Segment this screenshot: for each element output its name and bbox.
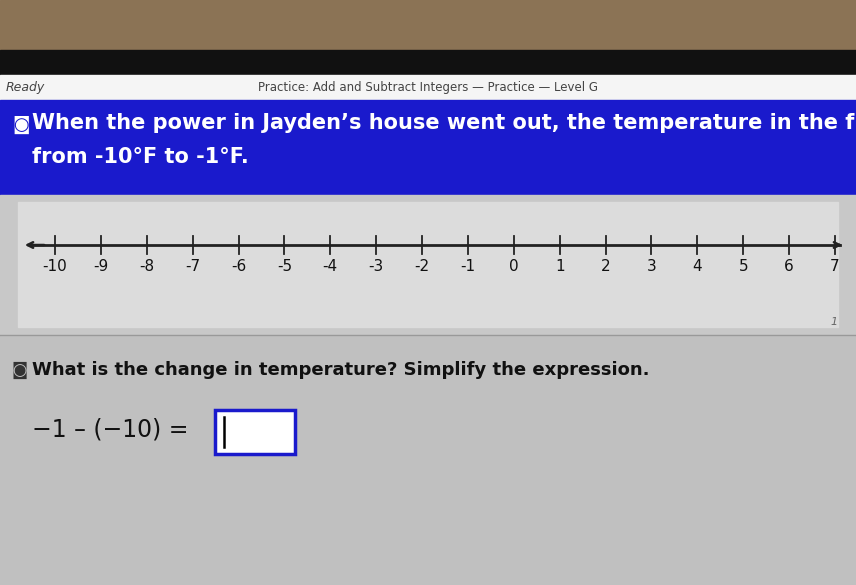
Text: What is the change in temperature? Simplify the expression.: What is the change in temperature? Simpl… [32,361,650,379]
Bar [0,50,856,75]
Text: 4: 4 [693,259,702,274]
Text: -9: -9 [93,259,109,274]
Text: 3: 3 [646,259,657,274]
Bar [0,100,856,195]
Text: -7: -7 [185,259,200,274]
Bar [0,195,856,335]
Text: 5: 5 [739,259,748,274]
Bar [0,0,856,50]
Text: 7: 7 [830,259,840,274]
Text: -5: -5 [276,259,292,274]
Text: −1 – (−10) =: −1 – (−10) = [32,418,196,442]
Text: 1: 1 [830,317,837,327]
Text: 1: 1 [555,259,564,274]
Bar [0,75,856,100]
Bar [0,335,856,585]
Text: Practice: Add and Subtract Integers — Practice — Level G: Practice: Add and Subtract Integers — Pr… [258,81,598,95]
Text: ◙: ◙ [12,361,28,379]
Text: 0: 0 [509,259,519,274]
Text: -4: -4 [323,259,338,274]
Text: -3: -3 [369,259,383,274]
Text: -1: -1 [461,259,475,274]
Text: 2: 2 [601,259,610,274]
Text: -6: -6 [231,259,247,274]
Bar [215,410,295,454]
Text: ◙: ◙ [12,116,29,134]
Text: -2: -2 [414,259,430,274]
Text: from -10°F to -1°F.: from -10°F to -1°F. [32,147,249,167]
Text: 6: 6 [784,259,794,274]
Text: -8: -8 [140,259,154,274]
Bar [18,202,838,327]
Text: When the power in Jayden’s house went out, the temperature in the freezer went: When the power in Jayden’s house went ou… [32,113,856,133]
Text: -10: -10 [43,259,68,274]
Text: Ready: Ready [6,81,45,95]
